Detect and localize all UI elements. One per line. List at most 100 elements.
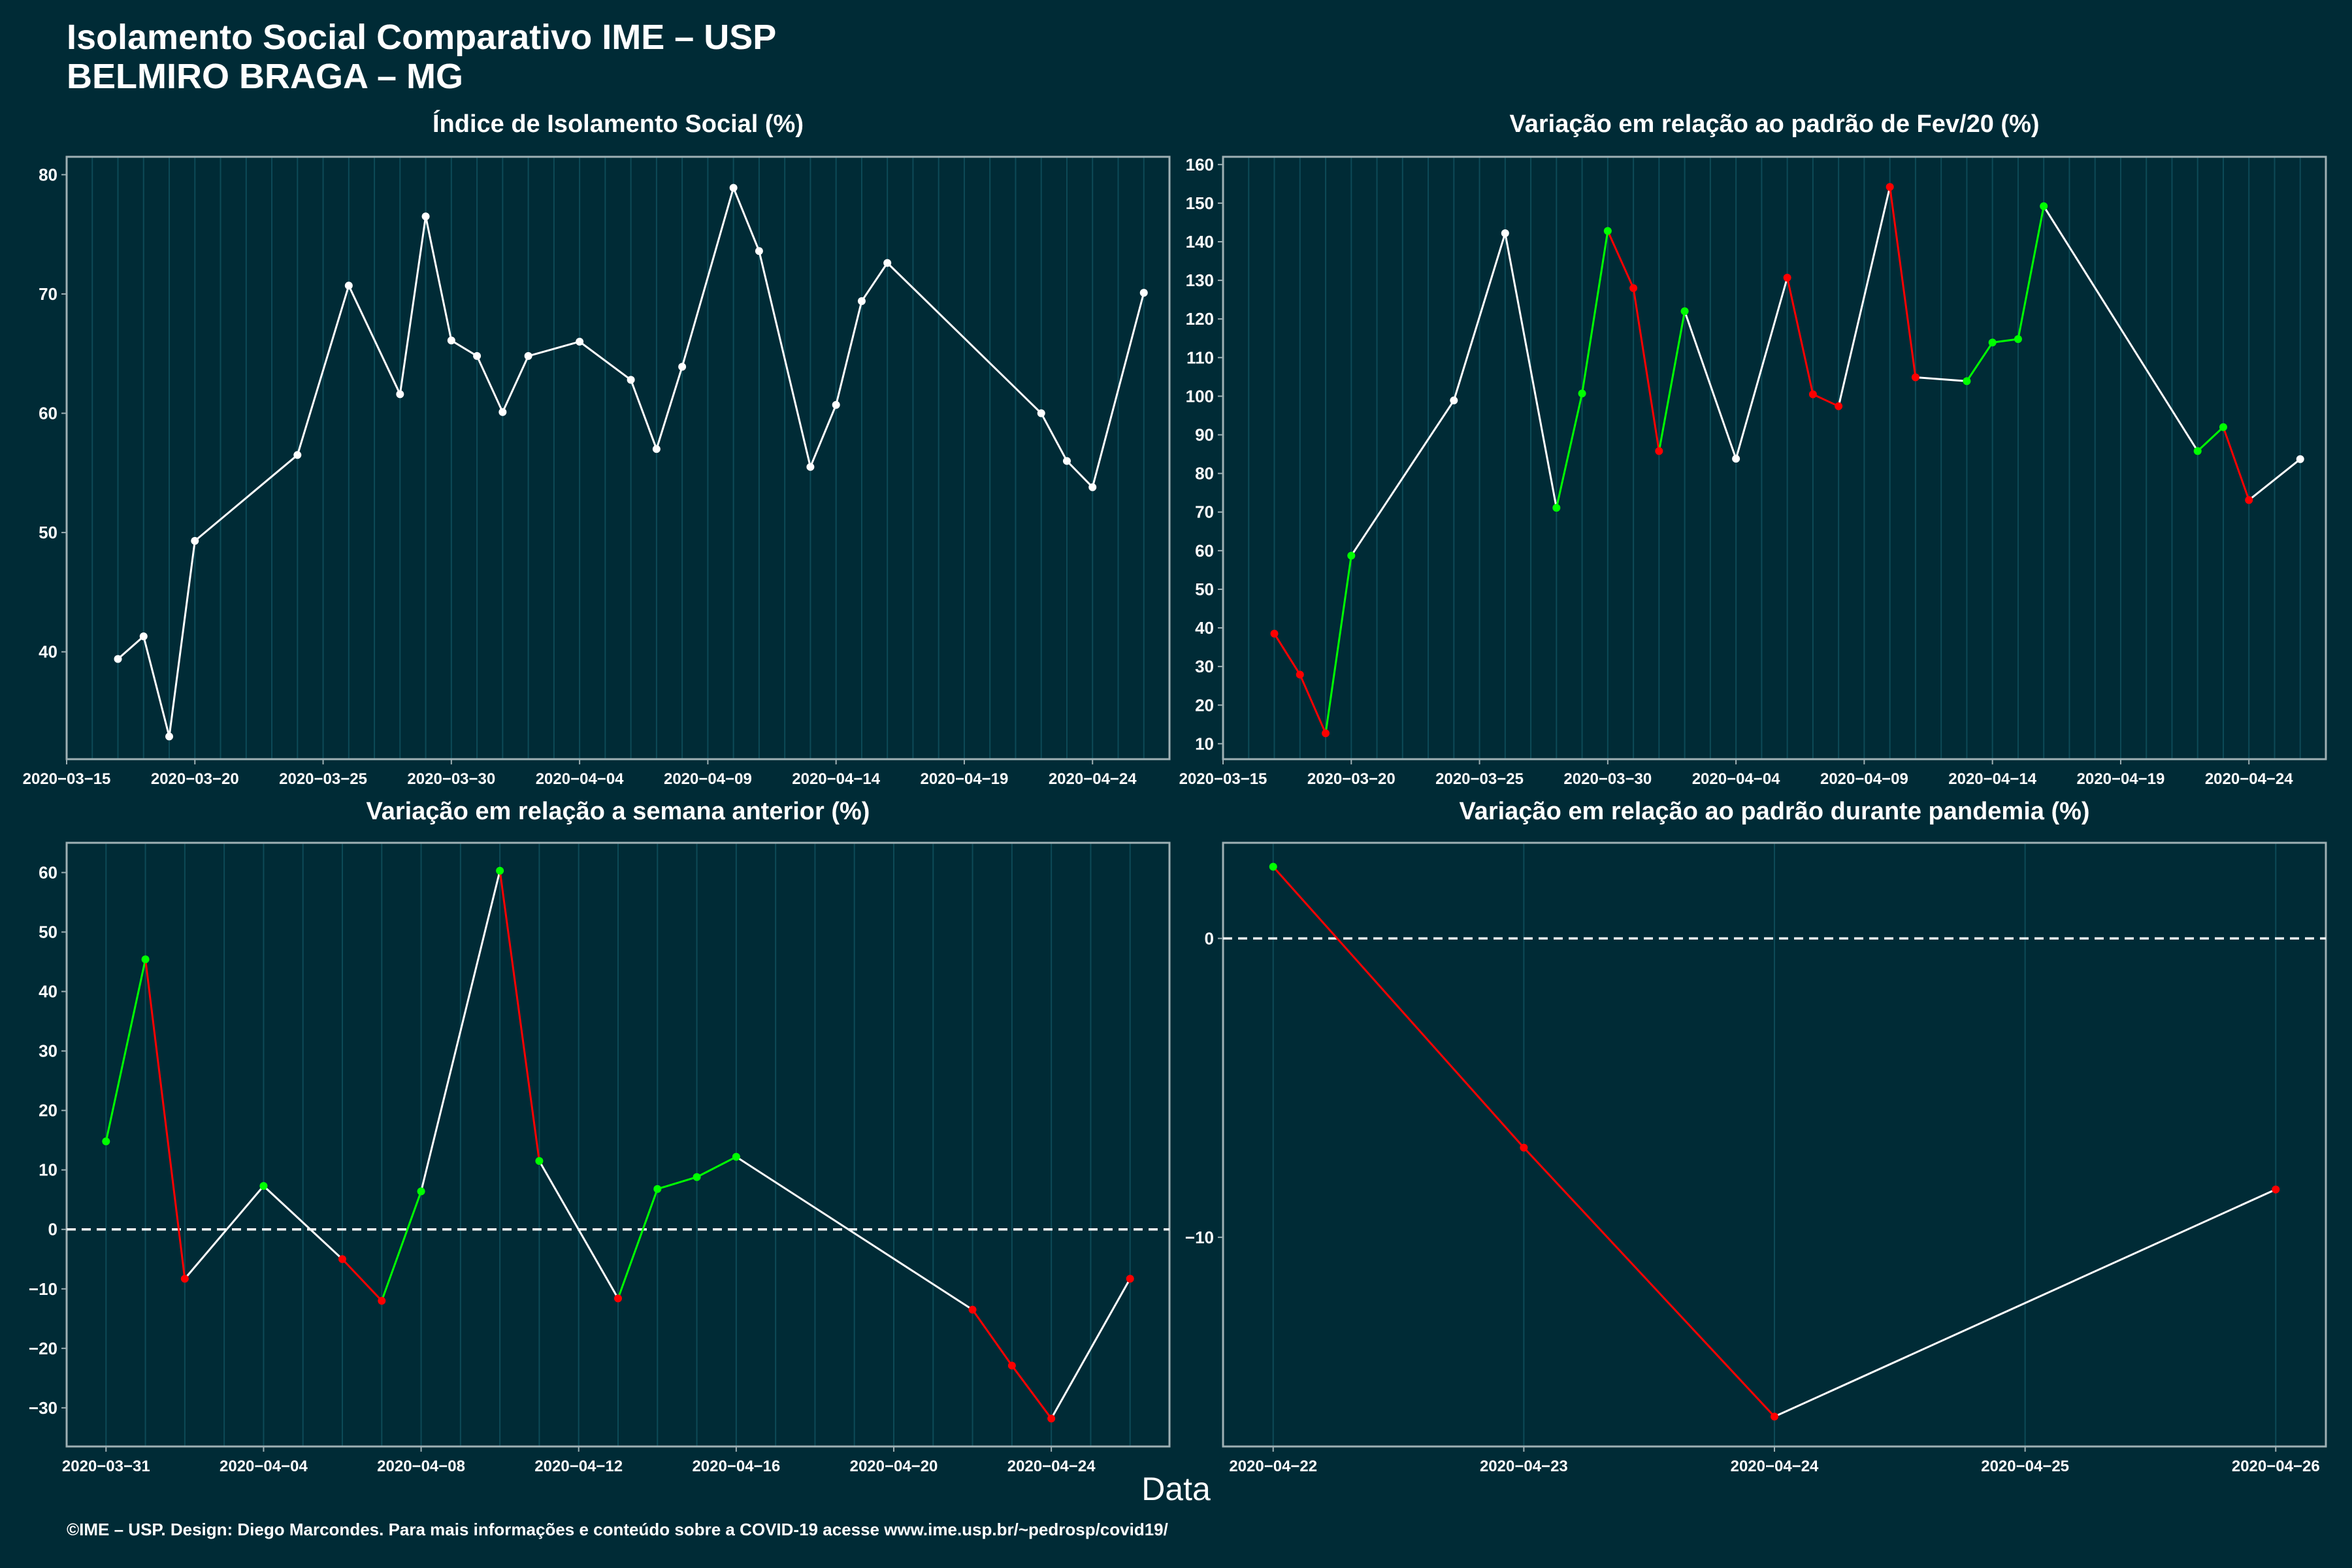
data-point: [421, 212, 430, 221]
series-segment: [579, 340, 632, 381]
series-segment: [1607, 230, 1635, 289]
y-tick-label: 40: [1195, 618, 1214, 638]
y-tick-label: −10: [1185, 1228, 1214, 1247]
data-point: [1886, 183, 1894, 191]
x-tick-label: 2020−03−15: [1179, 770, 1267, 788]
y-tick-label: 150: [1186, 193, 1214, 213]
data-point: [1088, 483, 1097, 491]
x-tick-label: 2020−03−20: [151, 770, 239, 788]
data-point: [417, 1187, 425, 1196]
data-point: [2193, 447, 2202, 455]
x-tick-label: 2020−04−04: [1692, 770, 1780, 788]
series-segment: [105, 959, 147, 1142]
x-tick-label: 2020−04−12: [534, 1458, 623, 1475]
data-point: [1047, 1414, 1056, 1423]
data-point: [473, 351, 482, 360]
data-point: [344, 282, 353, 290]
panel-border: [65, 155, 1171, 760]
y-tick-label: 80: [39, 165, 57, 184]
series-segment: [655, 366, 683, 449]
x-tick-label: 2020−03−30: [407, 770, 495, 788]
data-point: [1126, 1275, 1134, 1283]
x-tick-label: 2020−03−30: [1563, 770, 1652, 788]
x-tick-label: 2020−04−25: [1981, 1458, 2069, 1475]
series-segment: [1992, 338, 2019, 344]
data-point: [191, 536, 199, 545]
panel-4: Variação em relação ao padrão durante pa…: [1185, 798, 2327, 1475]
y-tick-label: 70: [39, 284, 57, 304]
data-point: [2272, 1185, 2280, 1194]
series-segment: [657, 1176, 698, 1190]
data-point: [1808, 390, 1817, 399]
x-tick-label: 2020−04−20: [850, 1458, 938, 1475]
series-segment: [972, 1309, 1013, 1367]
series-segment: [194, 454, 299, 542]
y-tick-label: 80: [1195, 464, 1214, 483]
series-segment: [1504, 233, 1558, 508]
x-tick-label: 2020−04−04: [220, 1458, 308, 1475]
y-tick-label: 110: [1186, 348, 1214, 367]
x-tick-label: 2020−04−24: [1007, 1458, 1096, 1475]
series-segment: [1324, 555, 1352, 734]
y-tick-label: 30: [39, 1041, 57, 1061]
series-segment: [1915, 376, 1967, 382]
x-tick-label: 2020−04−19: [2077, 770, 2165, 788]
data-point: [1680, 307, 1689, 316]
data-point: [652, 445, 661, 453]
data-point: [2219, 423, 2227, 431]
data-point: [1552, 504, 1561, 512]
series-segment: [144, 959, 186, 1279]
x-tick-label: 2020−04−04: [536, 770, 624, 788]
panel-title: Índice de Isolamento Social (%): [433, 109, 804, 138]
data-point: [1835, 402, 1843, 410]
series-segment: [296, 285, 350, 455]
x-tick-label: 2020−04−23: [1480, 1458, 1568, 1475]
series-segment: [1658, 311, 1686, 451]
x-tick-label: 2020−03−15: [23, 770, 111, 788]
data-point: [614, 1294, 622, 1303]
series-segment: [1837, 186, 1891, 407]
data-point: [968, 1305, 977, 1314]
series-segment: [2197, 426, 2225, 452]
y-tick-label: 20: [39, 1101, 57, 1120]
x-tick-label: 2020−04−26: [2232, 1458, 2320, 1475]
y-tick-label: 90: [1195, 425, 1214, 445]
series-segment: [1273, 633, 1301, 676]
data-point: [165, 732, 174, 741]
data-point: [693, 1173, 701, 1181]
panel-title: Variação em relação ao padrão durante pa…: [1459, 798, 2089, 825]
series-segment: [1050, 1278, 1132, 1419]
y-tick-label: 10: [39, 1160, 57, 1180]
data-point: [102, 1137, 110, 1145]
y-tick-label: 30: [1195, 657, 1214, 676]
series-segment: [732, 187, 760, 252]
series-segment: [425, 216, 453, 341]
data-point: [2014, 335, 2022, 343]
data-point: [1347, 551, 1356, 560]
x-tick-label: 2020−04−24: [2205, 770, 2293, 788]
data-point: [338, 1255, 346, 1264]
y-tick-label: 50: [39, 923, 57, 942]
series-segment: [758, 250, 811, 468]
series-segment: [1452, 233, 1507, 401]
x-tick-label: 2020−04−24: [1049, 770, 1137, 788]
data-point: [1037, 409, 1045, 417]
series-segment: [1272, 866, 1525, 1149]
data-point: [259, 1182, 268, 1190]
x-tick-label: 2020−04−14: [1948, 770, 2036, 788]
x-tick-label: 2020−03−20: [1307, 770, 1396, 788]
series-segment: [736, 1156, 973, 1311]
x-tick-label: 2020−04−16: [692, 1458, 780, 1475]
y-tick-label: 130: [1186, 270, 1214, 290]
data-point: [732, 1152, 740, 1161]
series-segment: [528, 340, 580, 357]
data-point: [1963, 377, 1971, 385]
y-tick-label: 50: [1195, 580, 1214, 599]
title-line1: Isolamento Social Comparativo IME – USP: [67, 18, 777, 57]
series-segment: [1966, 342, 1993, 382]
data-point: [378, 1296, 386, 1305]
data-point: [1629, 284, 1638, 292]
data-point: [832, 400, 840, 409]
series-segment: [2222, 427, 2250, 500]
panel-border: [1222, 155, 2327, 760]
